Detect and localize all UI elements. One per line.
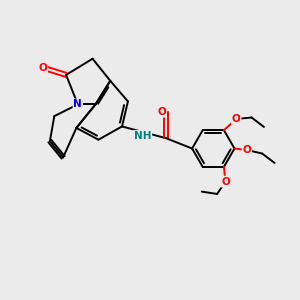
Text: O: O <box>242 145 251 155</box>
Text: N: N <box>74 99 82 110</box>
Text: O: O <box>221 177 230 187</box>
Text: NH: NH <box>134 131 152 141</box>
Text: O: O <box>232 114 241 124</box>
Text: O: O <box>38 63 47 73</box>
Text: O: O <box>158 107 166 117</box>
